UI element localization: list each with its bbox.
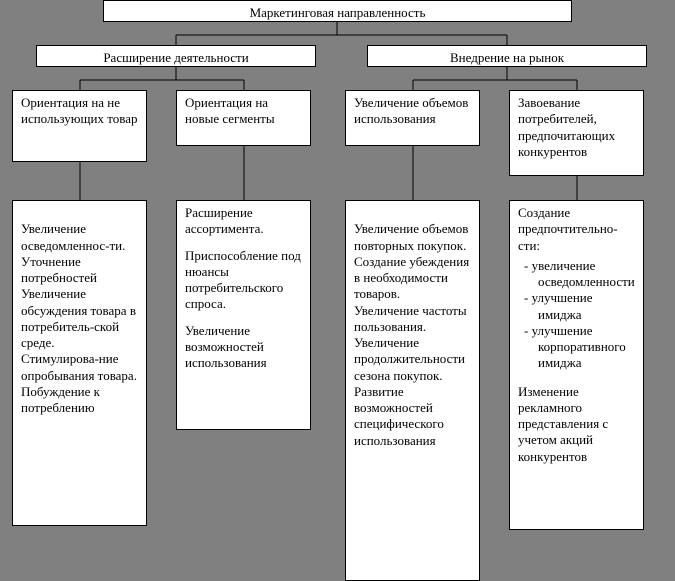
node-win-competitor-customers: Завоевание потребителей, предпочитающих … [509,90,644,176]
node-label: Внедрение на рынок [450,50,564,65]
list-item: улучшение корпоративного имиджа [538,323,635,372]
detail-win-competitors: Создание предпочтительно-сти: увеличение… [509,200,644,530]
detail-tail: Изменение рекламного представления с уче… [518,384,635,465]
node-label: Увеличение объемов использования [354,95,468,126]
node-label: Расширение деятельности [103,50,248,65]
node-label: Завоевание потребителей, предпочитающих … [518,95,615,159]
node-market-entry: Внедрение на рынок [367,45,647,67]
node-root-label: Маркетинговая направленность [250,5,426,20]
detail-text: Увеличение объемов повторных покупок. Со… [354,221,469,447]
detail-text: Увеличение возможностей использования [185,323,302,372]
detail-bullets: увеличение осведомленности улучшение ими… [518,258,635,372]
detail-text: Увеличение осведомленнос-ти. Уточнение п… [21,221,137,415]
node-new-segments: Ориентация на новые сегменты [176,90,311,146]
detail-text: Расширение ассортимента. [185,205,302,238]
list-item: улучшение имиджа [538,290,635,323]
detail-new-segments: Расширение ассортимента. Приспособление … [176,200,311,430]
node-expand-activity: Расширение деятельности [36,45,316,67]
detail-increase-usage: Увеличение объемов повторных покупок. Со… [345,200,480,581]
node-label: Ориентация на новые сегменты [185,95,275,126]
node-increase-usage: Увеличение объемов использования [345,90,480,146]
detail-nonusers: Увеличение осведомленнос-ти. Уточнение п… [12,200,147,526]
node-label: Ориентация на не использующих товар [21,95,137,126]
node-nonusers: Ориентация на не использующих товар [12,90,147,162]
node-root: Маркетинговая направленность [103,0,572,22]
detail-text: Приспособление под нюансы потребительско… [185,248,302,313]
list-item: увеличение осведомленности [538,258,635,291]
detail-title: Создание предпочтительно-сти: [518,205,635,254]
